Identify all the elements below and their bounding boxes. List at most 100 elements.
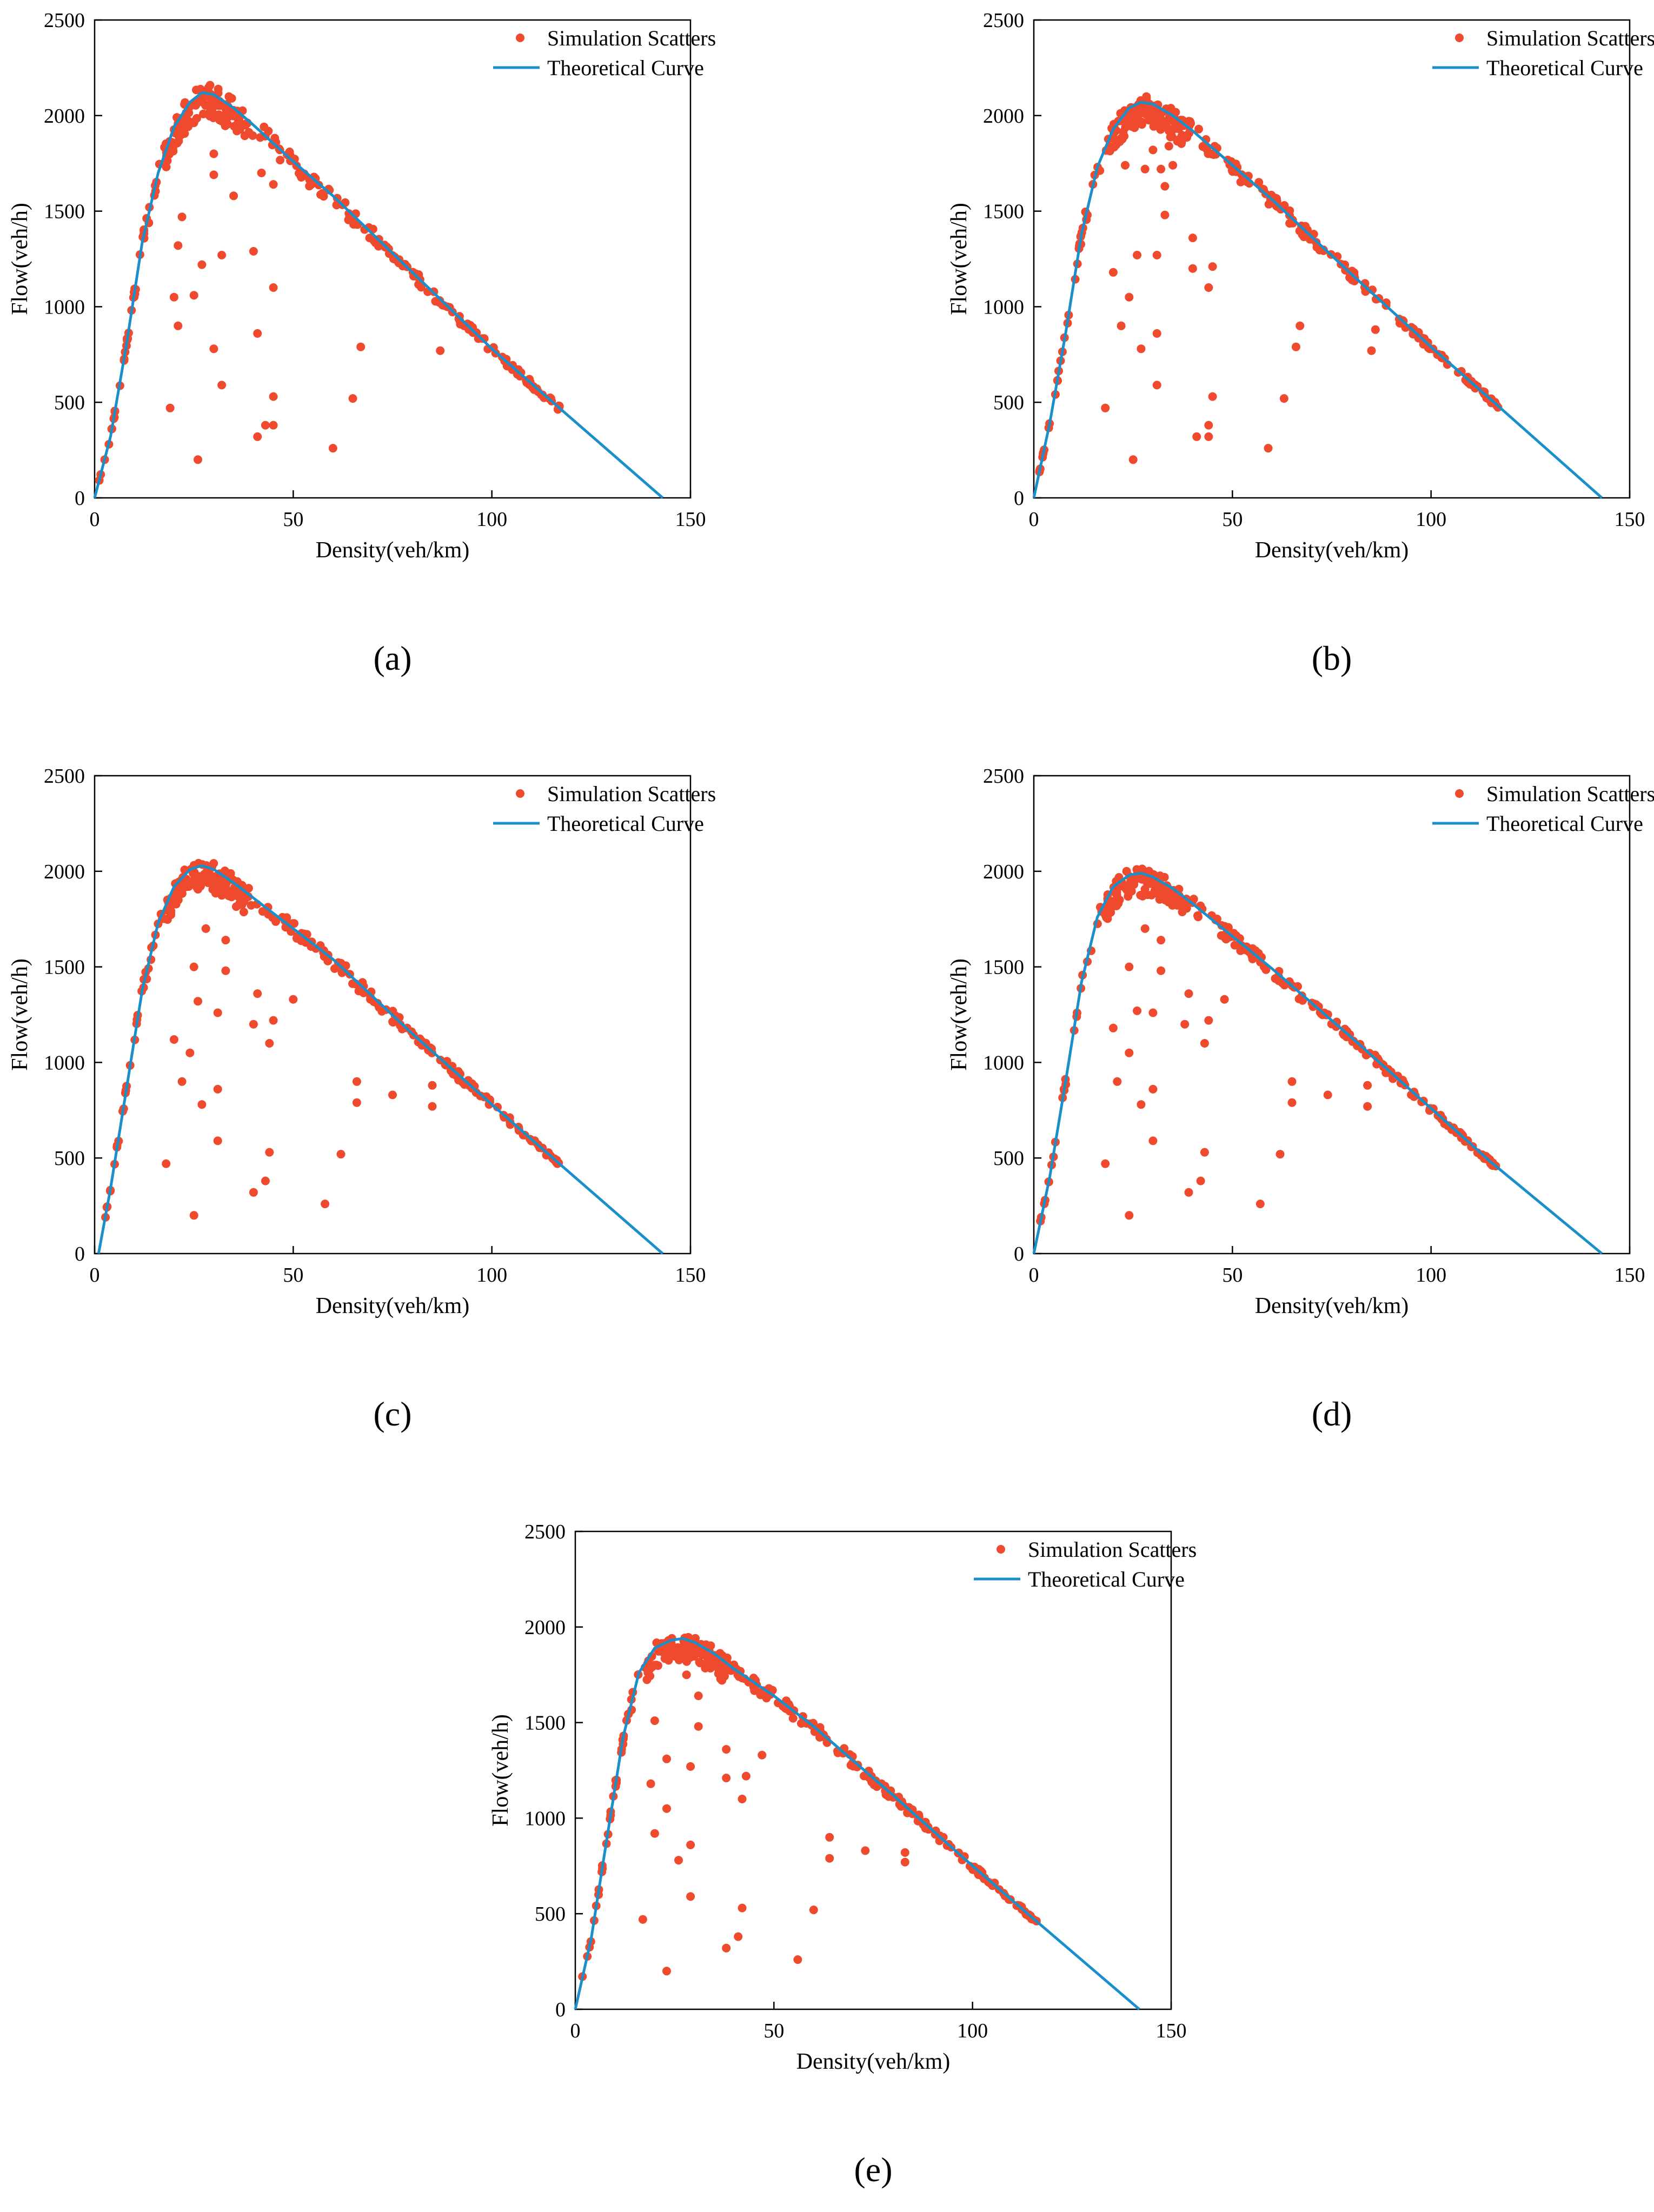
scatter-point [662, 1645, 672, 1655]
scatter-point [861, 1846, 870, 1855]
scatter-point [686, 1762, 695, 1771]
scatter-point [650, 1716, 659, 1725]
scatter-point [248, 131, 257, 140]
scatter-point [1367, 346, 1376, 355]
chart-panel-c: 0 50 100 15005001000150020002500Density(veh… [8, 765, 716, 1433]
scatter-point [1371, 325, 1380, 334]
legend-label-curve: Theoretical Curve [1486, 811, 1643, 836]
scatter-point [1208, 392, 1217, 401]
x-tick-label: 50 [283, 1264, 303, 1287]
scatter-point [674, 1647, 683, 1656]
chart-panel-e: 0 50 100 15005001000150020002500Density(veh… [488, 1521, 1197, 2189]
legend-scatter-marker [997, 1545, 1005, 1554]
x-axis-title: Density(veh/km) [1255, 1294, 1409, 1318]
legend-label-scatter: Simulation Scatters [1486, 782, 1654, 806]
scatter-point [336, 1150, 346, 1159]
x-tick-label: 50 [1222, 1264, 1243, 1287]
scatter-point [240, 131, 249, 141]
scatter-point [257, 168, 266, 177]
scatter-point [1137, 344, 1146, 354]
scatter-point [1200, 1039, 1209, 1048]
y-tick-label: 2000 [983, 105, 1024, 128]
scatter-point [349, 220, 358, 229]
y-tick-label: 1000 [524, 1807, 566, 1830]
x-tick-label: 100 [476, 508, 507, 531]
scatter-point [1155, 895, 1164, 904]
scatter-point [674, 1856, 683, 1865]
scatter-point [500, 1112, 509, 1122]
scatter-point [1137, 106, 1146, 116]
scatter-point [1108, 268, 1118, 277]
scatter-point [694, 1691, 703, 1701]
scatter-point [1148, 1084, 1158, 1094]
scatter-point [638, 1915, 647, 1924]
scatter-point [1285, 219, 1294, 228]
scatter-point [1150, 114, 1159, 123]
scatter-point [189, 291, 198, 300]
legend-label-scatter: Simulation Scatters [547, 26, 716, 50]
scatter-point [1168, 161, 1178, 170]
scatter-point [169, 1035, 178, 1044]
scatter-point [738, 1795, 747, 1803]
scatter-point [435, 296, 444, 305]
scatter-point [214, 99, 223, 109]
x-tick-label: 0 [90, 1264, 100, 1287]
scatter-point [162, 1159, 171, 1168]
scatter-point [1177, 137, 1186, 146]
scatter-point [204, 83, 213, 92]
y-tick-label: 0 [75, 487, 85, 510]
scatter-point [505, 362, 514, 371]
scatter-point [269, 421, 278, 430]
scatter-point [165, 150, 174, 159]
scatter-point [253, 432, 262, 441]
y-tick-label: 500 [54, 1147, 85, 1170]
scatter-point [1230, 941, 1239, 950]
scatter-point [1196, 1176, 1205, 1185]
scatter-point [1152, 329, 1161, 338]
scatter-point [1170, 899, 1179, 908]
scatter-point [169, 292, 178, 302]
scatter-point [741, 1771, 750, 1781]
y-tick-label: 1000 [44, 296, 85, 318]
scatter-point [650, 1829, 659, 1838]
scatter-point [199, 93, 208, 102]
y-axis-title: Flow(veh/h) [8, 958, 32, 1071]
scatter-point [1157, 164, 1166, 174]
scatter-point [719, 1671, 727, 1681]
y-axis-title: Flow(veh/h) [947, 958, 972, 1071]
scatter-point [1363, 1102, 1372, 1111]
scatter-point [1208, 262, 1217, 271]
y-tick-label: 500 [54, 391, 85, 414]
scatter-point [1113, 1077, 1122, 1086]
y-tick-label: 1500 [524, 1712, 566, 1735]
scatter-point [1264, 444, 1273, 453]
scatter-point [253, 329, 262, 338]
scatter-point [1287, 1077, 1297, 1086]
scatter-point [1296, 321, 1305, 330]
scatter-point [189, 876, 198, 885]
scatter-point [167, 900, 176, 909]
scatter-point [1192, 432, 1201, 441]
scatter-point [1108, 1023, 1118, 1032]
legend: Simulation Scatters Theoretical Curve [1432, 782, 1654, 836]
scatter-point [179, 879, 188, 888]
scatter-point [365, 234, 374, 243]
scatter-point [793, 1955, 802, 1964]
scatter-point [1129, 116, 1138, 125]
scatter-point [1160, 872, 1169, 882]
scatter-point [1128, 455, 1138, 464]
scatter-point [194, 455, 202, 464]
scatter-point [900, 1857, 909, 1867]
scatter-point [205, 870, 214, 879]
y-tick-label: 500 [535, 1903, 566, 1925]
scatter-point [1115, 137, 1124, 146]
x-tick-label: 150 [1615, 508, 1645, 531]
scatter-point [809, 1905, 818, 1915]
scatter-point [258, 907, 267, 916]
y-tick-label: 1000 [983, 1051, 1024, 1074]
scatter-point [261, 421, 270, 430]
scatter-point [184, 108, 194, 117]
scatter-point [665, 1653, 674, 1662]
scatter-point [1188, 234, 1197, 243]
